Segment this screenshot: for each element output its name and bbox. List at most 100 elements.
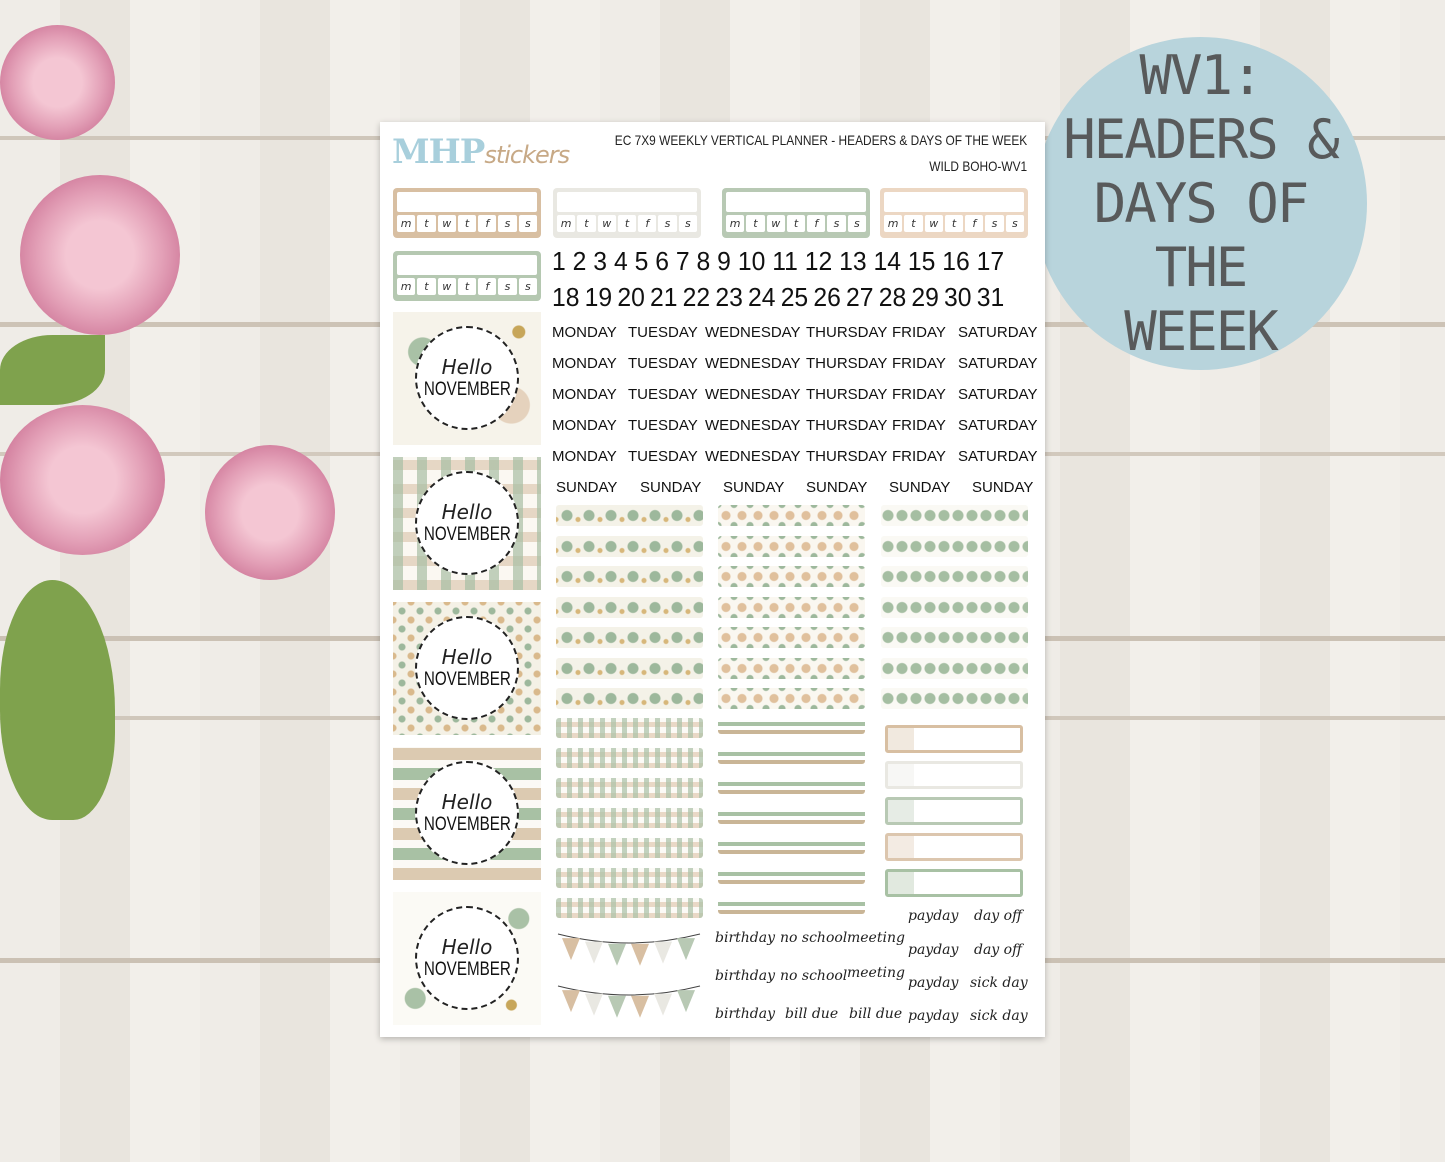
sunday-label: SUNDAY [723, 479, 785, 496]
bunting-flag [608, 943, 626, 966]
washi-strip [718, 535, 865, 557]
checkbox-sticker [885, 797, 1023, 825]
bunting-banner [557, 933, 701, 966]
weekday-label: THURSDAY [806, 324, 888, 341]
day-letter: m [884, 215, 903, 232]
weekday-label: TUESDAY [628, 324, 698, 341]
day-letter: s [985, 215, 1004, 232]
date-number: 30 [944, 282, 972, 312]
word-sticker: payday [908, 1008, 959, 1024]
date-number: 14 [873, 246, 901, 276]
washi-strip [881, 688, 1028, 709]
date-number: 11 [772, 246, 798, 276]
date-number: 3 [593, 246, 608, 276]
day-letter: m [726, 215, 745, 232]
washi-strip [718, 627, 865, 648]
hello-november-sticker: Hello NOVEMBER [393, 747, 541, 880]
bunting-flag [608, 995, 626, 1018]
washi-strip [556, 778, 703, 798]
weekday-label: MONDAY [552, 448, 617, 465]
weekday-label: FRIDAY [892, 355, 946, 372]
november-text: NOVEMBER [423, 814, 511, 835]
date-number: 27 [846, 282, 874, 312]
word-sticker: day off [974, 908, 1023, 924]
sunday-row: SUNDAY SUNDAY SUNDAY SUNDAY SUNDAY SUNDAY [552, 479, 1033, 499]
date-number: 12 [804, 246, 833, 276]
weekday-label: SATURDAY [958, 355, 1038, 372]
day-letter: w [924, 215, 943, 232]
day-letter: m [557, 215, 576, 232]
day-letter: w [766, 215, 785, 232]
washi-strip [556, 627, 703, 648]
hello-circle: Hello NOVEMBER [415, 906, 519, 1010]
sunday-label: SUNDAY [640, 479, 702, 496]
weekday-label: MONDAY [552, 324, 617, 341]
pink-flower-image [20, 175, 180, 335]
hello-november-sticker: Hello NOVEMBER [393, 602, 541, 735]
weekday-label: FRIDAY [892, 386, 946, 403]
day-letter: t [617, 215, 637, 232]
sunday-label: SUNDAY [889, 479, 951, 496]
date-number: 6 [655, 246, 669, 276]
washi-strip [718, 505, 865, 526]
date-number: 13 [839, 246, 867, 276]
washi-strip [718, 657, 865, 679]
date-number: 24 [748, 282, 776, 312]
hello-circle: Hello NOVEMBER [415, 616, 519, 720]
washi-strip [718, 566, 865, 587]
bunting-flag [631, 943, 649, 966]
hello-circle: Hello NOVEMBER [415, 761, 519, 865]
checkbox-sticker [885, 869, 1023, 897]
hello-circle: Hello NOVEMBER [415, 326, 519, 430]
badge-line: WV1: [1139, 43, 1263, 107]
word-sticker: birthday [715, 930, 775, 946]
word-sticker: day off [974, 942, 1023, 958]
date-number: 23 [715, 282, 743, 312]
sheet-subtitle: WILD BOHO-WV1 [929, 158, 1027, 174]
sticker-sheet: MHPstickers EC 7X9 WEEKLY VERTICAL PLANN… [380, 122, 1045, 1037]
hello-text: Hello [441, 645, 493, 669]
sunday-label: SUNDAY [806, 479, 868, 496]
day-letter: t [746, 215, 765, 232]
weekday-label: MONDAY [552, 355, 617, 372]
day-letter: f [478, 215, 497, 232]
pink-flower-image [0, 405, 165, 555]
november-text: NOVEMBER [423, 524, 511, 545]
date-number: 16 [942, 246, 970, 276]
day-letter: s [498, 278, 517, 295]
word-sticker: sick day [970, 975, 1028, 991]
washi-strip [718, 898, 865, 914]
date-number: 18 [552, 282, 580, 312]
washi-strip [881, 566, 1028, 587]
washi-strip [556, 898, 703, 918]
weekday-label: TUESDAY [628, 386, 698, 403]
washi-strip [881, 596, 1028, 618]
weekday-label: THURSDAY [806, 417, 888, 434]
washi-strip [718, 778, 865, 794]
weekday-label: FRIDAY [892, 417, 946, 434]
day-letter: t [786, 215, 806, 232]
washi-strip [881, 657, 1028, 679]
washi-strip [556, 505, 703, 526]
product-badge: WV1: HEADERS & DAYS OF THE WEEEK [1034, 37, 1367, 370]
word-sticker: no school [780, 968, 848, 984]
washi-strip [718, 808, 865, 824]
day-letter: t [904, 215, 923, 232]
day-letter: s [678, 215, 697, 232]
day-letter: w [437, 215, 456, 232]
washi-strip [556, 808, 703, 828]
hello-text: Hello [441, 790, 493, 814]
bunting-flag [585, 941, 603, 964]
weekday-label: MONDAY [552, 386, 617, 403]
date-number: 21 [650, 282, 678, 312]
weekday-label: THURSDAY [806, 448, 888, 465]
hello-november-sticker: Hello NOVEMBER [393, 892, 541, 1025]
